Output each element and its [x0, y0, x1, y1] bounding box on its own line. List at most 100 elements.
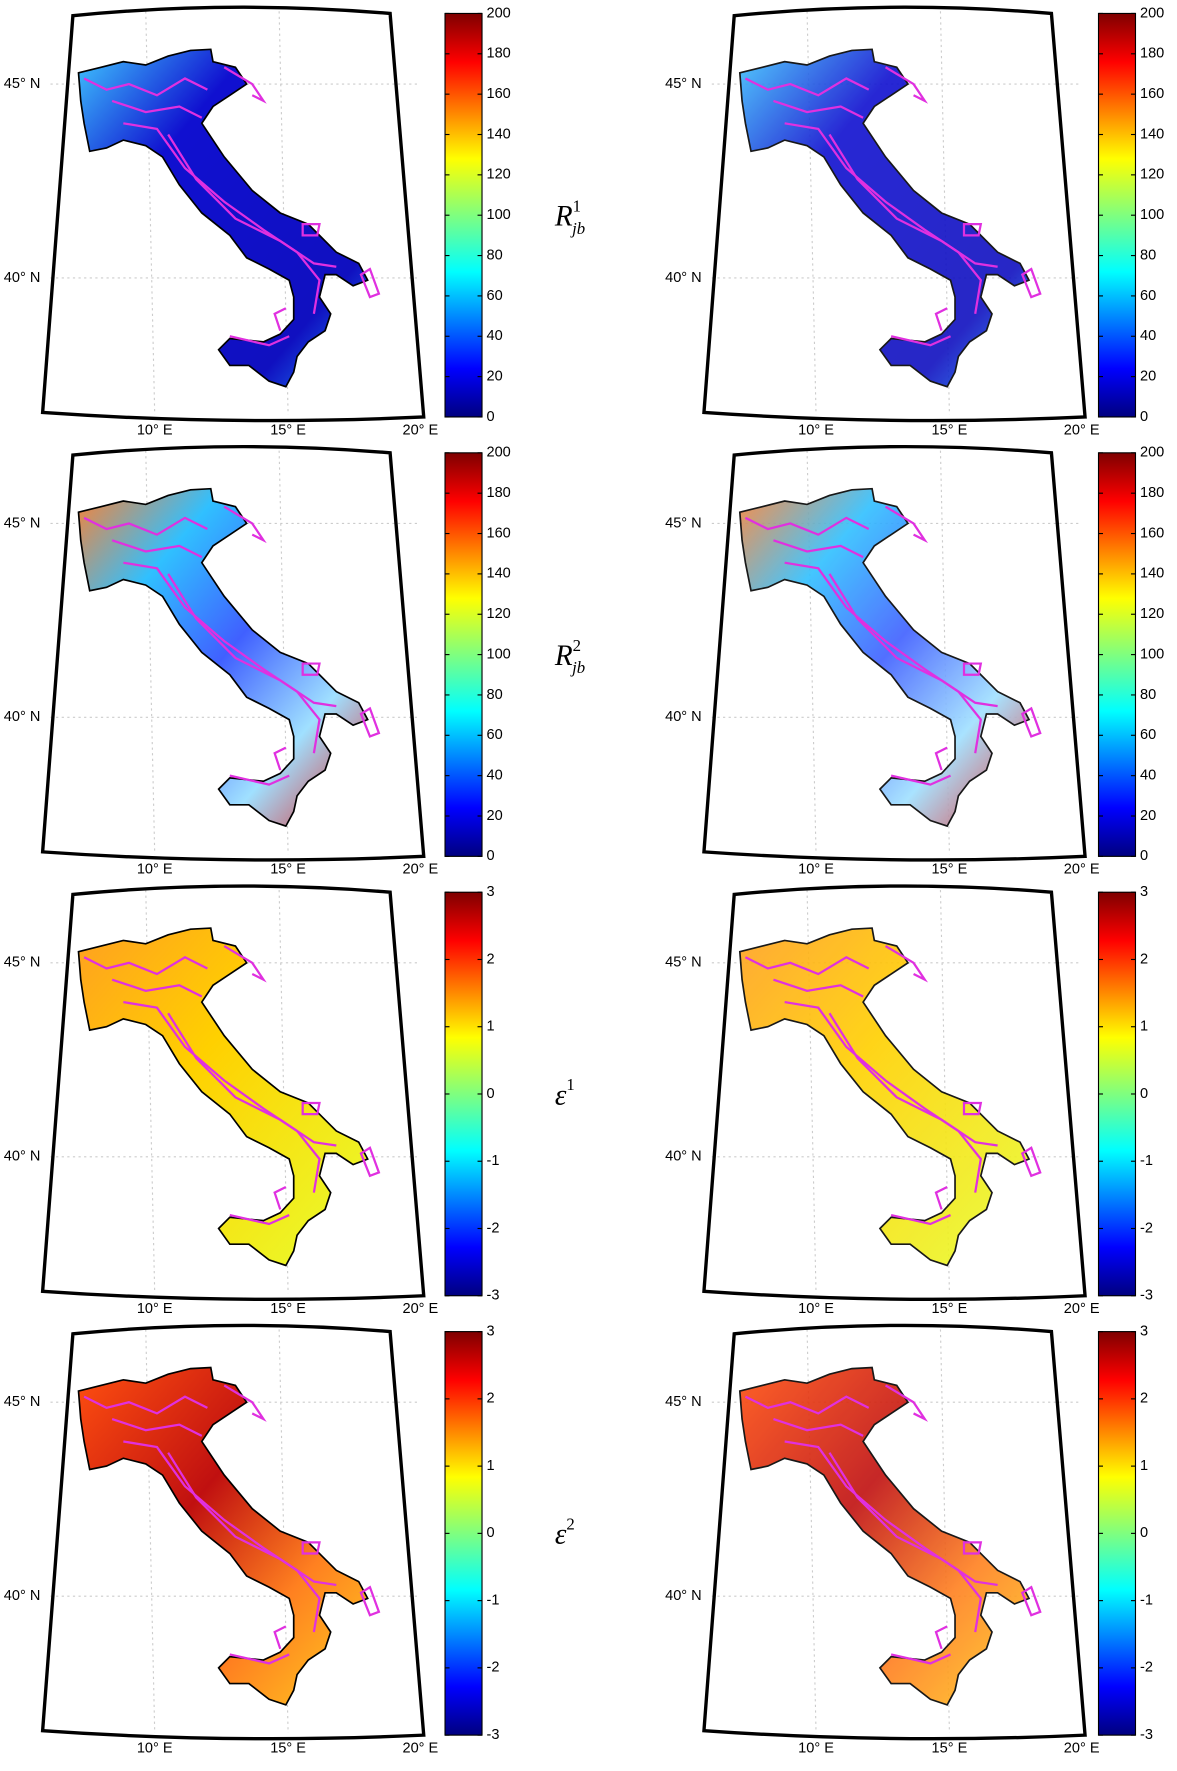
lat-label: 40° N [665, 709, 702, 725]
lon-label: 20° E [1064, 422, 1100, 438]
colorbar [444, 1331, 483, 1736]
lon-label: 15° E [932, 1740, 968, 1756]
italy-field [77, 48, 369, 388]
lat-label: 40° N [4, 1588, 41, 1604]
colorbar-tick-label: 100 [1140, 207, 1164, 223]
colorbar-tick-label: -3 [1140, 1727, 1153, 1743]
colorbar-tick-label: 180 [486, 485, 510, 501]
row-label: ε1 [555, 1075, 575, 1111]
colorbar-tick-label: 60 [486, 288, 502, 304]
source-zone [828, 1452, 998, 1587]
lat-label: 45° N [665, 1394, 702, 1410]
colorbar-tick-label: -2 [486, 1660, 499, 1676]
lon-label: 10° E [137, 862, 173, 878]
colorbar-tick-label: 0 [1140, 848, 1148, 864]
row-label-sup: 1 [566, 1075, 574, 1094]
lon-label: 20° E [1064, 1301, 1100, 1317]
lon-label: 20° E [402, 422, 438, 438]
source-zone [773, 99, 864, 119]
colorbar-tick-label: 0 [486, 1086, 494, 1102]
row-label: R1 jb [554, 196, 585, 237]
colorbar [1097, 1331, 1137, 1736]
colorbar-tick-label: 2 [1140, 1391, 1148, 1407]
colorbar-tick-label: 20 [486, 368, 502, 384]
colorbar-tick-label: 2 [486, 1391, 494, 1407]
italy-field [738, 487, 1031, 828]
colorbar-tick-label: 20 [1140, 368, 1156, 384]
source-zone [359, 267, 381, 299]
source-zone [167, 573, 337, 708]
source-zone [1020, 1146, 1042, 1178]
source-zone [784, 1440, 982, 1633]
colorbar-tick-label: 120 [486, 606, 510, 622]
source-zone [301, 223, 321, 237]
source-zone [301, 1541, 321, 1555]
source-zone [784, 561, 982, 754]
italy-field [77, 927, 369, 1267]
source-zone [962, 223, 983, 237]
lat-label: 45° N [665, 76, 702, 92]
source-zone [884, 945, 929, 983]
row-label-sup: 2 [573, 636, 581, 655]
colorbar-tick-label: 60 [486, 727, 502, 743]
lon-label: 20° E [402, 1301, 438, 1317]
colorbar-tick-label: 160 [486, 86, 510, 102]
colorbar-tick-label: 3 [1140, 1323, 1148, 1339]
source-zone [744, 516, 870, 536]
lat-label: 40° N [4, 709, 41, 725]
source-zone [111, 978, 203, 998]
colorbar [444, 452, 483, 857]
map-panel: 45° N 40° N 10° E 15° E 20° E 0 20 40 60 80 100 120… [4, 445, 511, 878]
source-zone [273, 307, 287, 332]
colorbar-tick-label: 80 [486, 247, 502, 263]
colorbar-tick-label: 2 [1140, 951, 1148, 967]
colorbar-tick-label: 100 [486, 646, 510, 662]
source-zone [229, 774, 290, 786]
row-label-sub: jb [570, 658, 585, 677]
colorbar-tick-label: 200 [1140, 5, 1164, 21]
colorbar-tick-label: 180 [1140, 46, 1164, 62]
colorbar-tick-label: 200 [1140, 445, 1164, 461]
source-zone [273, 1186, 287, 1210]
lat-label: 45° N [4, 1394, 41, 1410]
source-zone [890, 1213, 952, 1226]
source-zone [773, 539, 864, 559]
source-zone [884, 1384, 929, 1422]
lon-label: 15° E [270, 1740, 306, 1756]
source-zone [359, 706, 381, 738]
italy-field [738, 1366, 1031, 1706]
row-label-sup: 2 [566, 1514, 574, 1533]
colorbar-tick-label: 200 [486, 445, 510, 461]
colorbar [444, 12, 483, 418]
source-zone [784, 122, 982, 315]
italy-field [77, 487, 369, 828]
colorbar-tick-label: -3 [486, 1288, 499, 1304]
source-zone [123, 1000, 321, 1193]
source-zone [229, 1213, 290, 1226]
colorbar-tick-label: 3 [486, 1323, 494, 1339]
source-zone [962, 1541, 983, 1555]
colorbar [1097, 891, 1137, 1297]
lat-label: 45° N [4, 955, 41, 971]
colorbar-tick-label: 40 [486, 328, 502, 344]
colorbar-tick-label: 140 [486, 126, 510, 142]
source-zone [828, 133, 998, 268]
colorbar-tick-label: 160 [486, 525, 510, 541]
colorbar-tick-label: 3 [1140, 884, 1148, 900]
source-zone [273, 1625, 287, 1650]
source-zone [884, 505, 929, 544]
lat-label: 40° N [4, 1149, 41, 1165]
source-zone [890, 1653, 952, 1665]
source-zone [123, 561, 321, 754]
italy-field [77, 1366, 369, 1706]
source-zone [301, 662, 321, 676]
source-zone [1020, 1585, 1042, 1617]
lat-label: 45° N [665, 955, 702, 971]
source-zone [111, 99, 203, 119]
source-zone [83, 955, 208, 976]
colorbar-tick-label: -1 [486, 1592, 499, 1608]
row-label-base: ε [555, 1518, 567, 1550]
row-label-sub: jb [570, 219, 585, 238]
map-frame [702, 884, 1087, 1302]
